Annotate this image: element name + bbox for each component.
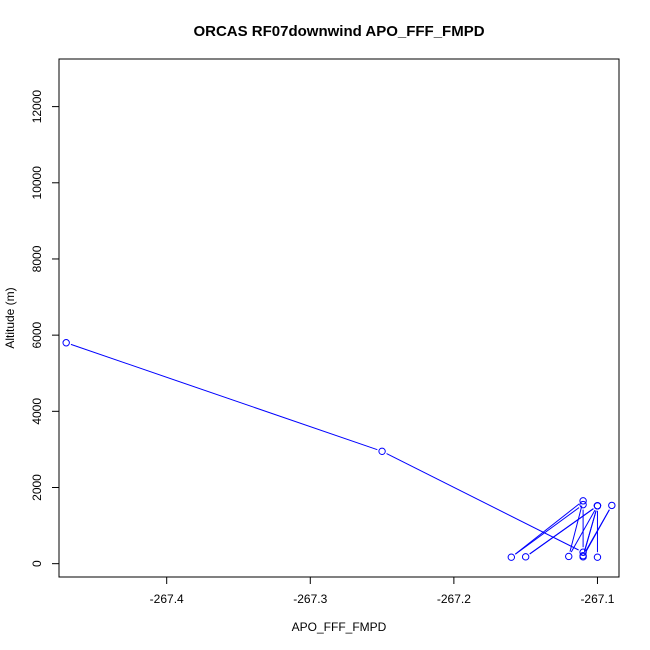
series-points (62, 339, 616, 561)
data-point (507, 553, 516, 561)
data-point (579, 548, 587, 556)
x-tick-label: -267.1 (580, 592, 614, 606)
data-point (593, 502, 602, 510)
x-axis-label: APO_FFF_FMPD (292, 620, 387, 634)
series-segment (569, 505, 583, 552)
series-segment (529, 508, 594, 555)
series-segment (515, 507, 580, 555)
data-point (608, 501, 616, 510)
chart-title: ORCAS RF07downwind APO_FFF_FMPD (193, 23, 484, 40)
data-point (521, 553, 530, 561)
y-tick-label: 12000 (30, 90, 44, 124)
x-tick-label: -267.4 (150, 592, 184, 606)
data-point (579, 553, 587, 561)
y-tick-label: 10000 (30, 166, 44, 200)
y-axis: 0 2000 4000 6000 8000 10000 12000 (30, 90, 60, 567)
series-segment (583, 510, 597, 553)
y-tick-label: 4000 (30, 398, 44, 425)
x-axis: -267.4 -267.3 -267.2 -267.1 (150, 576, 615, 606)
series-line (70, 343, 610, 555)
series-segment (70, 343, 378, 451)
y-tick-label: 8000 (30, 245, 44, 272)
x-tick-label: -267.3 (293, 592, 327, 606)
data-point (62, 339, 70, 347)
x-tick-label: -267.2 (437, 592, 471, 606)
data-point (565, 552, 573, 561)
data-point (579, 500, 587, 509)
y-tick-label: 2000 (30, 474, 44, 501)
plot-area (58, 58, 620, 578)
series-segment (386, 453, 579, 551)
series-segment (570, 509, 596, 553)
data-point (593, 553, 602, 561)
data-point (579, 497, 587, 505)
y-tick-label: 0 (30, 560, 44, 567)
data-point (378, 447, 386, 456)
y-axis-label: Altitude (m) (3, 287, 17, 348)
series-segment (514, 503, 580, 555)
y-tick-label: 6000 (30, 321, 44, 348)
